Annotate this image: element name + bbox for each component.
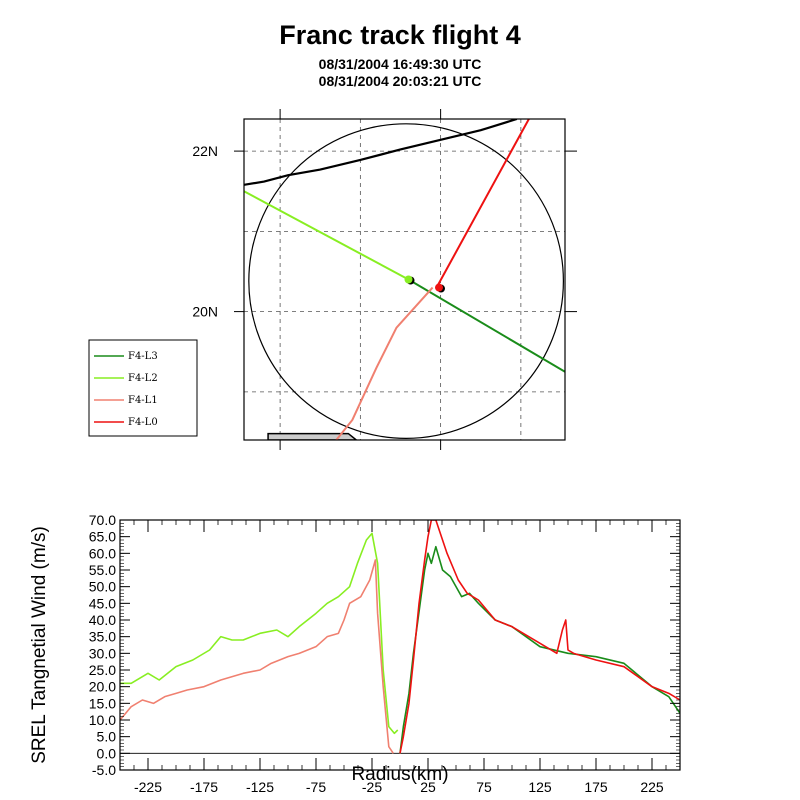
track-f4-l0 (435, 119, 530, 289)
wind-profile-chart: -225 -175 -125 -75 -25 25 75 125 175 225 -5.00.05.… (29, 512, 681, 795)
x-tick-label: 175 (584, 779, 608, 795)
x-axis-label: Radius(km) (351, 764, 448, 785)
x-tick-label: -125 (246, 779, 274, 795)
y-tick-label: 50.0 (89, 579, 116, 595)
track-legend: F4-L3 F4-L2 F4-L1 F4-L0 (88, 339, 198, 437)
coastline (244, 119, 518, 186)
lat-tick-label: 22N (192, 143, 218, 159)
y-tick-label: 0.0 (97, 745, 117, 761)
x-tick-label: -225 (134, 779, 162, 795)
x-tick-label: -175 (190, 779, 218, 795)
lat-tick-label: 20N (192, 304, 218, 320)
y-tick-label: 55.0 (89, 562, 116, 578)
start-time-subtitle: 08/31/2004 16:49:30 UTC (318, 56, 482, 72)
map-frame (243, 118, 566, 441)
x-tick-label: 25 (420, 779, 436, 795)
lon-tick-label: 65W (426, 467, 456, 470)
legend-label-f4-l1: F4-L1 (128, 395, 158, 406)
y-tick-label: 10.0 (89, 712, 116, 728)
y-tick-label: 40.0 (89, 612, 116, 628)
y-tick-label: 65.0 (89, 529, 116, 545)
y-tick-label: 60.0 (89, 545, 116, 561)
y-axis-label: SREL Tangnetial Wind (m/s) (29, 526, 50, 764)
track-f4-l2 (244, 190, 409, 281)
map-axes: 67W 65W 20N 22N (192, 109, 577, 470)
y-tick-label: 15.0 (89, 695, 116, 711)
y-tick-label: 5.0 (97, 729, 117, 745)
wind-series-f4-l0 (399, 520, 680, 754)
y-tick-label: 70.0 (89, 512, 116, 528)
map-gridlines (244, 119, 565, 440)
y-tick-label: 30.0 (89, 645, 116, 661)
x-tick-label: 75 (476, 779, 492, 795)
wind-series-f4-l3 (399, 545, 680, 754)
track-marker-f4-l2 (404, 275, 413, 284)
y-tick-label: 45.0 (89, 595, 116, 611)
radius-circle (248, 123, 564, 439)
x-tick-label: -25 (362, 779, 382, 795)
x-tick-label: 125 (528, 779, 552, 795)
wind-axes: -225 -175 -125 -75 -25 25 75 125 175 225 -5.00.05.… (89, 512, 681, 795)
legend-label-f4-l3: F4-L3 (128, 351, 158, 362)
legend-label-f4-l2: F4-L2 (128, 373, 158, 384)
track-marker-f4-l0 (435, 283, 444, 292)
lon-tick-label: 67W (266, 467, 296, 470)
x-tick-label: 225 (640, 779, 664, 795)
wind-plot-area (120, 520, 680, 754)
y-tick-label: 35.0 (89, 629, 116, 645)
y-tick-label: 20.0 (89, 679, 116, 695)
x-tick-label: -75 (306, 779, 326, 795)
end-time-subtitle: 08/31/2004 20:03:21 UTC (318, 73, 482, 89)
wind-frame (119, 519, 681, 771)
track-f4-l3 (408, 278, 565, 373)
track-f4-l1 (335, 286, 434, 440)
chart-title: Franc track flight 4 (279, 20, 521, 50)
y-tick-label: -5.0 (92, 762, 116, 778)
wind-series-f4-l1 (120, 559, 394, 754)
wind-series-f4-l2 (120, 532, 399, 735)
track-map: 67W 65W 20N 22N F4-L3 F4-L2 F4-L1 F4-L0 (88, 109, 577, 470)
land-shape (267, 432, 358, 440)
y-tick-label: 25.0 (89, 662, 116, 678)
map-plot-area (244, 119, 565, 440)
legend-label-f4-l0: F4-L0 (128, 417, 158, 428)
